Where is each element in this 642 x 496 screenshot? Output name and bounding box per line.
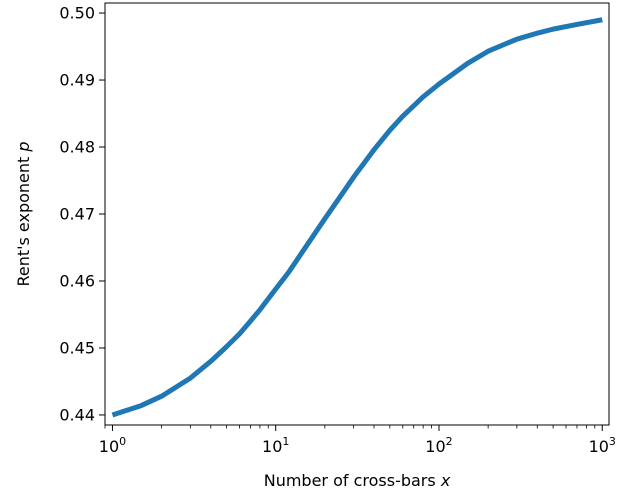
plot-frame [104, 2, 610, 426]
series-line [111, 17, 603, 418]
series-layer [111, 17, 603, 418]
x-axis-title-text: Number of cross-bars [264, 471, 436, 490]
x-tick-label: 100 [99, 435, 126, 456]
x-axis-title-var: x [440, 471, 451, 490]
y-tick-label: 0.49 [59, 71, 95, 90]
y-tick-label: 0.47 [59, 205, 95, 224]
x-axis-ticks: 100 101 102 103 [99, 425, 616, 456]
y-axis-title: Rent's exponent p [14, 141, 33, 286]
y-tick-label: 0.48 [59, 138, 95, 157]
y-axis-title-text: Rent's exponent [14, 157, 33, 287]
y-tick-label: 0.50 [59, 4, 95, 23]
x-axis-title: Number of cross-bars x [264, 471, 451, 490]
x-tick-label: 102 [425, 435, 452, 456]
x-tick-label: 103 [589, 435, 616, 456]
y-tick-label: 0.45 [59, 338, 95, 357]
y-axis-title-var: p [14, 141, 33, 152]
y-tick-label: 0.46 [59, 271, 95, 290]
x-tick-label: 101 [262, 435, 289, 456]
y-axis-ticks: 0.44 0.45 0.46 0.47 0.48 0.49 0.50 [59, 4, 105, 424]
y-tick-label: 0.44 [59, 405, 95, 424]
x-minor-ticks [104, 425, 596, 429]
